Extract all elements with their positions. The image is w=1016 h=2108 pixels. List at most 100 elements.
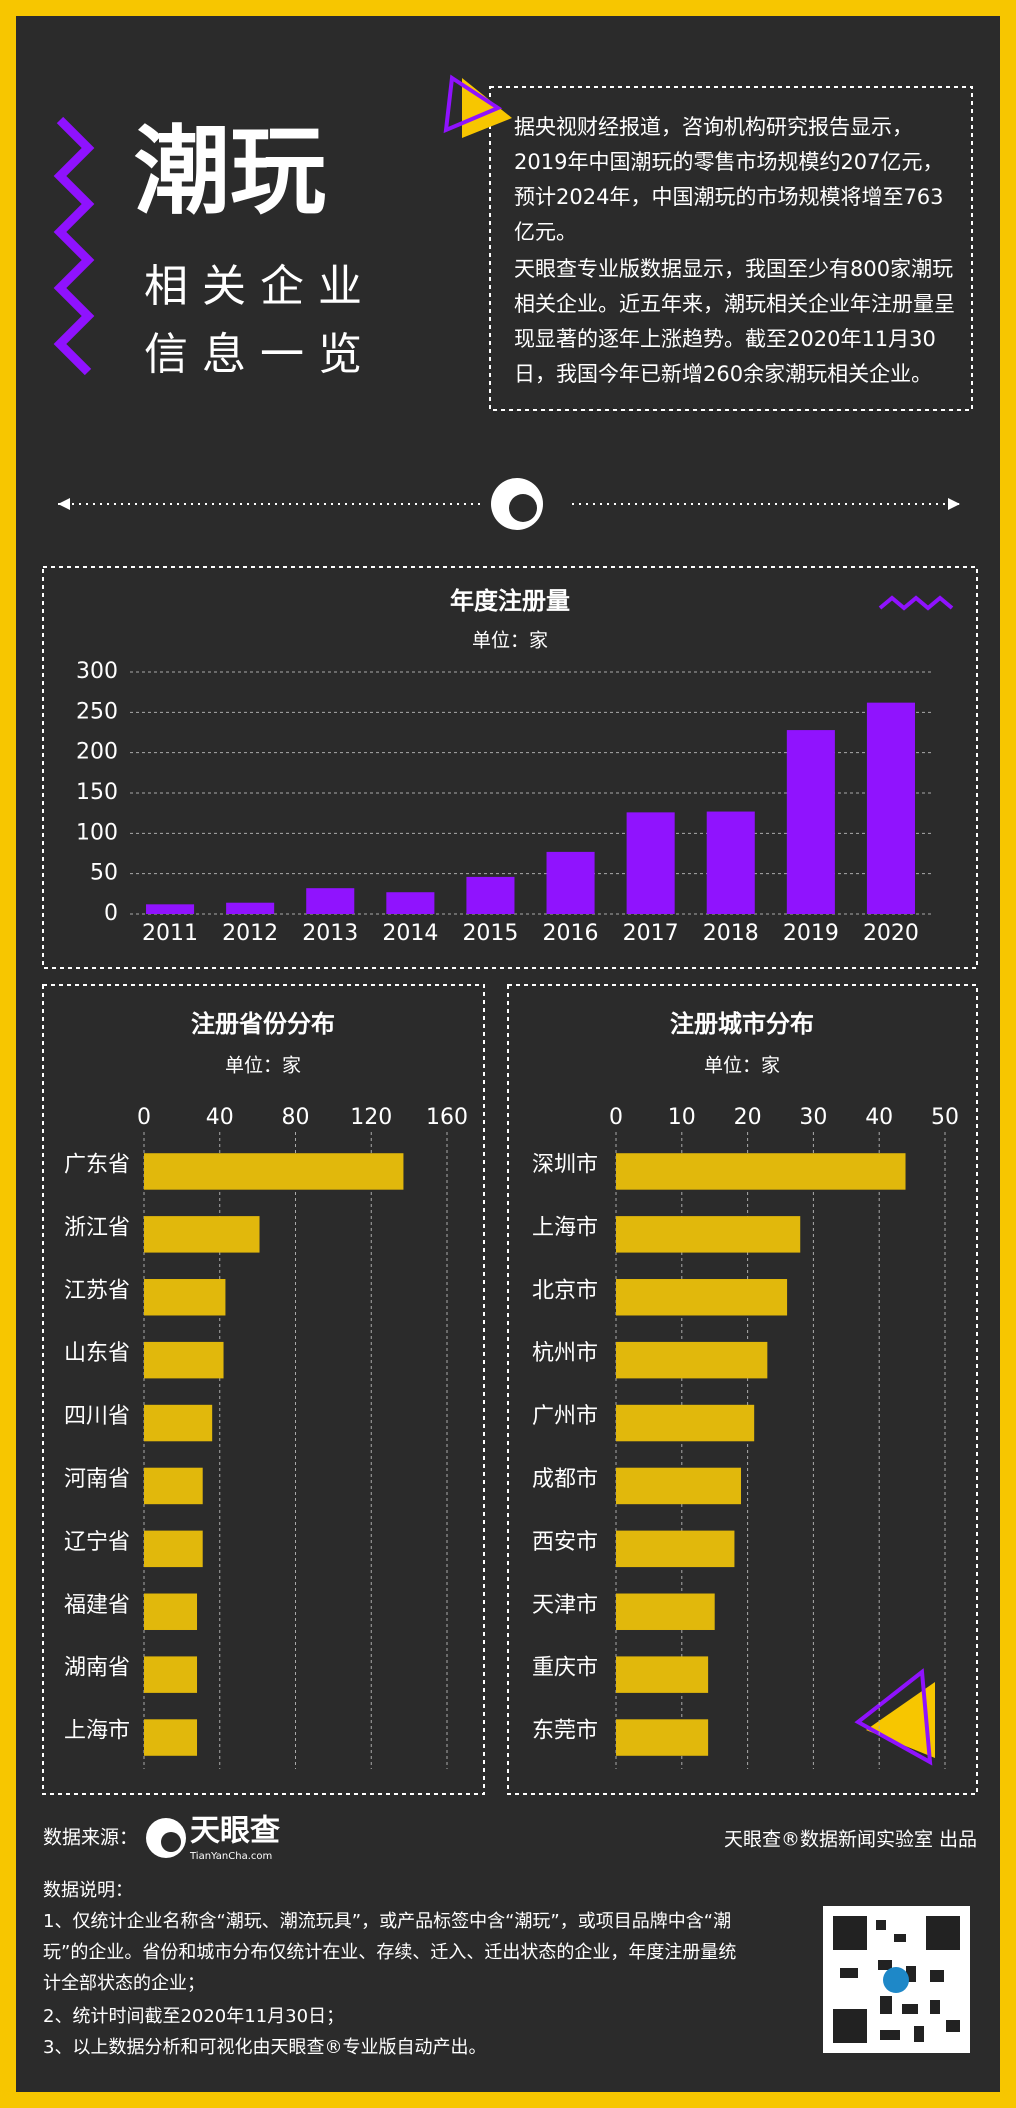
x-tick-label: 0 xyxy=(609,1105,623,1130)
intro-paragraph: 天眼查专业版数据显示，我国至少有800家潮玩相关企业。近五年来，潮玩相关企业年注… xyxy=(514,257,955,386)
y-tick-label: 四川省 xyxy=(64,1404,130,1429)
bar xyxy=(144,1593,198,1630)
y-tick-label: 100 xyxy=(76,820,118,845)
unit-label: 单位：家 xyxy=(225,1055,301,1077)
y-tick-label: 广东省 xyxy=(64,1152,130,1177)
qr-logo xyxy=(883,1967,909,1993)
y-tick-label: 北京市 xyxy=(532,1278,598,1303)
bar xyxy=(144,1719,198,1756)
x-tick-label: 2019 xyxy=(783,921,839,946)
x-tick-label: 2018 xyxy=(703,921,759,946)
x-tick-label: 2017 xyxy=(623,921,679,946)
bar xyxy=(226,902,275,914)
x-tick-label: 160 xyxy=(426,1105,468,1130)
bar xyxy=(626,812,675,914)
bar xyxy=(144,1216,260,1253)
y-tick-label: 河南省 xyxy=(64,1467,130,1492)
intro-paragraph: 据央视财经报道，咨询机构研究报告显示，2019年中国潮玩的零售市场规模约207亿… xyxy=(514,115,944,244)
y-tick-label: 浙江省 xyxy=(64,1215,130,1240)
intro-box xyxy=(489,86,973,411)
y-tick-label: 江苏省 xyxy=(64,1278,130,1303)
bar xyxy=(144,1656,198,1693)
bar xyxy=(146,904,195,914)
x-tick-label: 40 xyxy=(206,1105,234,1130)
arrow xyxy=(58,498,70,510)
bar xyxy=(306,888,355,914)
x-tick-label: 2014 xyxy=(382,921,438,946)
x-tick-label: 0 xyxy=(137,1105,151,1130)
zigzag-decoration xyxy=(53,116,95,376)
x-tick-label: 50 xyxy=(931,1105,959,1130)
bar xyxy=(706,811,755,914)
source-label: 数据来源： xyxy=(43,1827,138,1849)
x-tick-label: 2016 xyxy=(543,921,599,946)
y-tick-label: 50 xyxy=(90,861,118,886)
notes-title: 数据说明： xyxy=(43,1880,133,1901)
unit-label: 单位：家 xyxy=(472,630,548,652)
logo-mark xyxy=(509,494,537,522)
logo-url: TianYanCha.com xyxy=(189,1851,272,1862)
x-tick-label: 20 xyxy=(734,1105,762,1130)
x-tick-label: 10 xyxy=(668,1105,696,1130)
bar xyxy=(616,1656,709,1693)
x-tick-label: 30 xyxy=(799,1105,827,1130)
bar xyxy=(616,1341,768,1379)
y-tick-label: 上海市 xyxy=(532,1215,598,1240)
y-tick-label: 上海市 xyxy=(64,1719,130,1744)
x-tick-label: 80 xyxy=(282,1105,310,1130)
y-tick-label: 山东省 xyxy=(64,1341,130,1366)
y-tick-label: 湖南省 xyxy=(64,1656,130,1681)
chart-title: 注册省份分布 xyxy=(191,1010,335,1038)
chart-title: 注册城市分布 xyxy=(670,1010,814,1038)
x-tick-label: 2012 xyxy=(222,921,278,946)
triangle-decoration xyxy=(866,1682,935,1758)
bar xyxy=(616,1279,788,1316)
bar xyxy=(144,1341,224,1379)
qr-pattern xyxy=(833,1916,960,2043)
bar xyxy=(144,1404,213,1442)
header-title: 潮玩 xyxy=(134,115,326,227)
y-tick-label: 200 xyxy=(76,740,118,765)
bar xyxy=(386,892,435,914)
bar xyxy=(616,1593,715,1630)
bar xyxy=(546,851,595,914)
bar xyxy=(616,1404,755,1442)
triangle-decoration xyxy=(854,1668,933,1766)
y-tick-label: 成都市 xyxy=(532,1467,598,1492)
bar xyxy=(144,1279,226,1316)
y-tick-label: 东莞市 xyxy=(532,1719,598,1744)
y-tick-label: 300 xyxy=(76,659,118,684)
y-tick-label: 天津市 xyxy=(532,1593,598,1618)
bar xyxy=(616,1216,801,1253)
arrow xyxy=(948,498,960,510)
x-tick-label: 2020 xyxy=(863,921,919,946)
bar xyxy=(616,1719,709,1756)
note: 2、统计时间截至2020年11月30日； xyxy=(43,2006,345,2027)
panel xyxy=(507,984,978,1795)
logo-name: 天眼查 xyxy=(190,1814,280,1849)
y-tick-label: 广州市 xyxy=(532,1404,598,1429)
header-subtitle: 相关企业 xyxy=(144,261,376,312)
logo-mark xyxy=(161,1832,181,1852)
y-tick-label: 辽宁省 xyxy=(64,1530,130,1555)
header-subtitle: 信息一览 xyxy=(144,329,376,380)
bar xyxy=(144,1530,203,1568)
triangle-decoration xyxy=(443,74,503,134)
note: 1、仅统计企业名称含“潮玩、潮流玩具”，或产品标签中含“潮玩”，或项目品牌中含“… xyxy=(43,1911,737,1994)
bar xyxy=(616,1530,735,1568)
y-tick-label: 150 xyxy=(76,780,118,805)
x-tick-label: 2013 xyxy=(302,921,358,946)
y-tick-label: 重庆市 xyxy=(532,1656,598,1681)
credit: 天眼查®数据新闻实验室 出品 xyxy=(724,1829,977,1851)
note: 3、以上数据分析和可视化由天眼查®专业版自动产出。 xyxy=(43,2037,487,2058)
bar xyxy=(144,1467,203,1505)
y-tick-label: 西安市 xyxy=(532,1530,598,1555)
zigzag-decoration xyxy=(878,595,954,611)
y-tick-label: 深圳市 xyxy=(532,1152,598,1177)
bar xyxy=(616,1153,906,1190)
bar xyxy=(866,702,915,914)
unit-label: 单位：家 xyxy=(704,1055,780,1077)
bar xyxy=(466,876,515,914)
x-tick-label: 120 xyxy=(350,1105,392,1130)
x-tick-label: 2011 xyxy=(142,921,198,946)
